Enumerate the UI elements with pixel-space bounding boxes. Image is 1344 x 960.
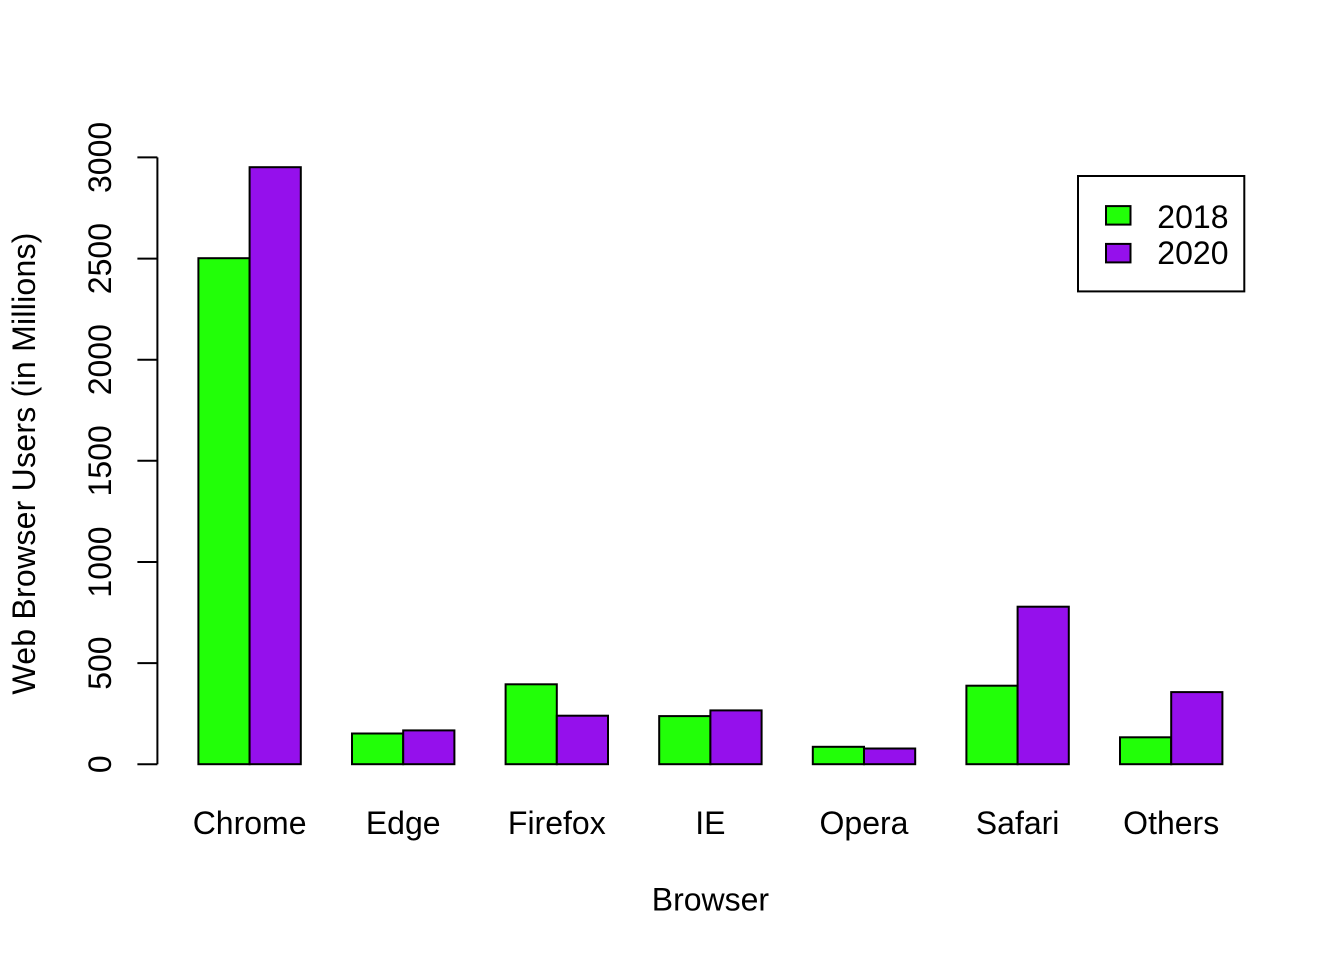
svg-text:2018: 2018 [1157, 199, 1228, 235]
svg-text:2000: 2000 [82, 324, 118, 395]
svg-text:Safari: Safari [976, 805, 1060, 841]
svg-text:1000: 1000 [82, 526, 118, 597]
svg-text:500: 500 [82, 636, 118, 689]
svg-text:Chrome: Chrome [193, 805, 307, 841]
svg-text:2500: 2500 [82, 223, 118, 294]
svg-text:Web Browser Users (in Millions: Web Browser Users (in Millions) [6, 232, 42, 694]
svg-text:Firefox: Firefox [508, 805, 606, 841]
svg-text:0: 0 [82, 755, 118, 773]
svg-text:IE: IE [695, 805, 725, 841]
svg-text:Browser: Browser [652, 882, 770, 918]
svg-text:Edge: Edge [366, 805, 441, 841]
svg-text:1500: 1500 [82, 425, 118, 496]
svg-text:Others: Others [1123, 805, 1219, 841]
svg-text:3000: 3000 [82, 122, 118, 193]
svg-text:2020: 2020 [1157, 235, 1228, 271]
svg-text:Opera: Opera [820, 805, 909, 841]
